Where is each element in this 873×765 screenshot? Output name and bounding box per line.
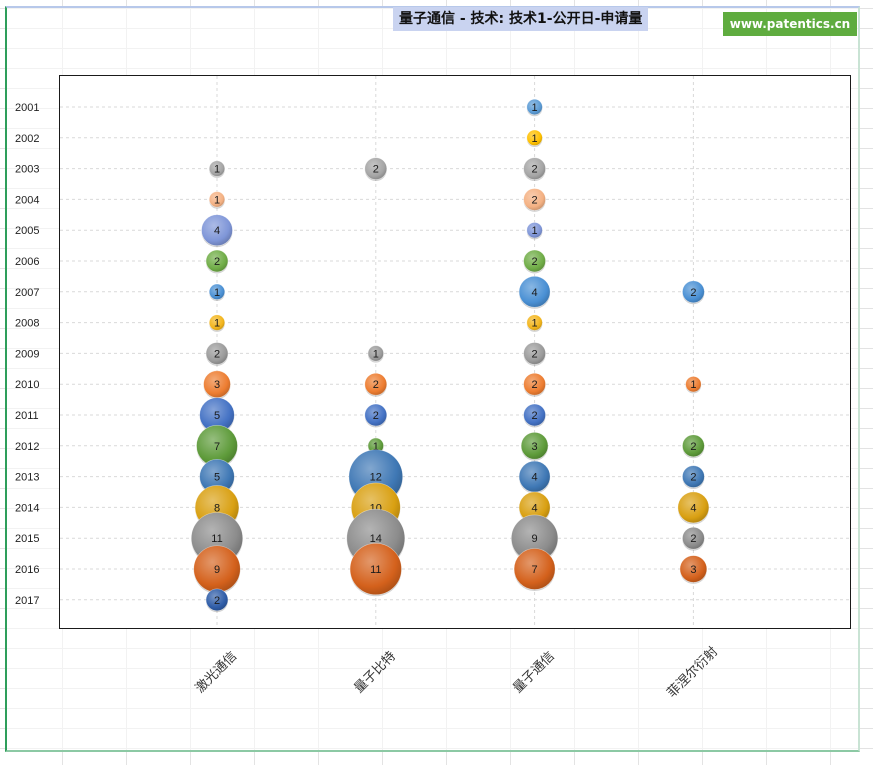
x-tick-label: 量子比特 (352, 649, 399, 696)
y-tick-label: 2003 (15, 164, 39, 176)
bubble-data-label: 9 (532, 533, 538, 545)
bubble-data-label: 1 (214, 164, 220, 176)
y-tick-label: 2011 (15, 410, 39, 422)
bubble-data-label: 2 (532, 256, 538, 268)
bubble-data-label: 11 (370, 564, 381, 576)
y-tick-label: 2008 (15, 318, 39, 330)
bubble-data-label: 3 (532, 441, 538, 453)
y-tick-label: 2010 (15, 379, 39, 391)
bubble-data-label: 1 (532, 102, 538, 114)
y-tick-label: 2012 (15, 441, 39, 453)
bubble-data-label: 2 (532, 348, 538, 360)
bubble-data-label: 2 (532, 410, 538, 422)
bubble-data-label: 1 (532, 225, 538, 237)
y-tick-label: 2001 (15, 102, 39, 114)
bubble-data-label: 1 (214, 318, 220, 330)
bubble-data-label: 2 (214, 256, 220, 268)
x-tick-label: 激光通信 (193, 649, 240, 696)
y-tick-label: 2009 (15, 348, 39, 360)
bubble-data-label: 7 (532, 564, 538, 576)
bubble-data-label: 2 (373, 379, 379, 391)
bubble-data-label: 2 (532, 194, 538, 206)
bubble-data-label: 1 (214, 194, 220, 206)
bubble-data-label: 1 (214, 287, 220, 299)
y-tick-label: 2007 (15, 287, 39, 299)
x-axis-tick-labels: 激光通信 量子比特 量子通信 菲涅尔衍射 (193, 644, 721, 701)
bubble-data-label: 4 (690, 502, 696, 514)
bubble-data-label: 4 (532, 287, 538, 299)
bubble-data-label: 1 (690, 379, 696, 391)
bubble-data-label: 11 (211, 533, 222, 545)
y-axis-tick-labels: 2001 2002 2003 2004 2005 2006 2007 2008 2009 2010… (15, 102, 39, 607)
gridlines (60, 76, 850, 628)
bubble-data-label: 1 (532, 318, 538, 330)
y-tick-label: 2016 (15, 564, 39, 576)
bubble-data-label: 1 (373, 348, 379, 360)
bubble-data-label: 4 (214, 225, 220, 237)
y-tick-label: 2015 (15, 533, 39, 545)
bubble-data-label: 3 (690, 564, 696, 576)
bubble-data-label: 2 (214, 595, 220, 607)
bubble-data-label: 7 (214, 441, 220, 453)
y-tick-label: 2017 (15, 595, 39, 607)
bubble-data-label: 2 (690, 533, 696, 545)
bubble-data-label: 2 (373, 164, 379, 176)
y-tick-label: 2002 (15, 133, 39, 145)
bubble-data-label: 4 (532, 472, 538, 484)
bubble-data-label: 2 (532, 164, 538, 176)
bubble-data-label: 2 (373, 410, 379, 422)
y-tick-label: 2013 (15, 472, 39, 484)
bubble-data-label: 2 (690, 441, 696, 453)
bubble-data-label: 2 (214, 348, 220, 360)
y-tick-label: 2004 (15, 194, 39, 206)
bubbles: 1142112357581192212211210141111221241222… (191, 99, 709, 612)
bubble-data-label: 1 (532, 133, 538, 145)
bubble-data-label: 4 (532, 502, 538, 514)
bubble-data-label: 3 (214, 379, 220, 391)
bubble-data-label: 2 (690, 287, 696, 299)
bubble-data-label: 12 (370, 472, 382, 484)
x-tick-label: 菲涅尔衍射 (664, 644, 721, 701)
bubble-data-label: 2 (690, 472, 696, 484)
y-tick-label: 2006 (15, 256, 39, 268)
x-tick-label: 量子通信 (510, 649, 557, 696)
bubble-data-label: 2 (532, 379, 538, 391)
bubble-data-label: 5 (214, 410, 220, 422)
bubble-data-label: 5 (214, 472, 220, 484)
y-tick-label: 2005 (15, 225, 39, 237)
bubble-data-label: 9 (214, 564, 220, 576)
y-tick-label: 2014 (15, 502, 39, 514)
